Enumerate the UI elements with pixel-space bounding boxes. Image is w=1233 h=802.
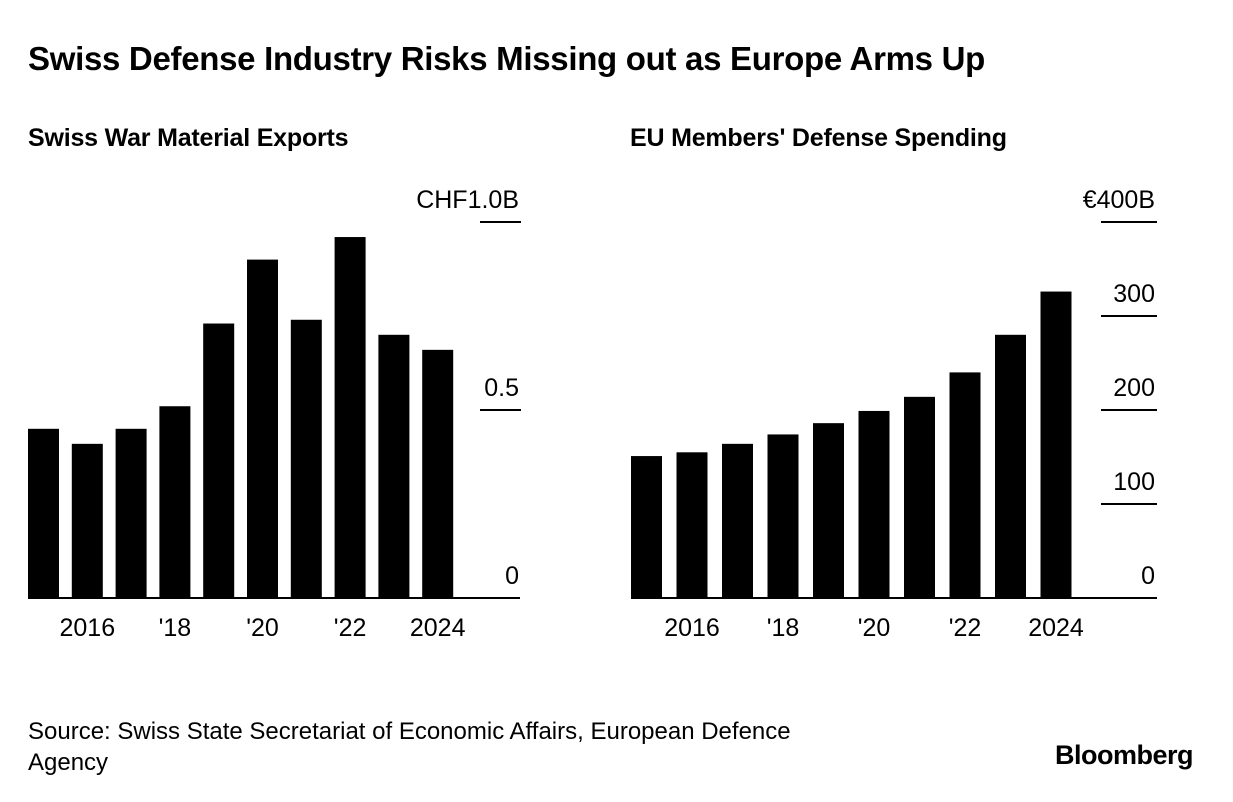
x-tick-label: '18: [159, 614, 192, 642]
bloomberg-logo: Bloomberg: [1054, 740, 1194, 770]
bar-2018: [767, 434, 799, 598]
x-tick-label: 2016: [59, 614, 115, 642]
bar-2015: [631, 456, 662, 598]
eu-spending-chart: 0 100 200 300 €400B 2016 '18 '20 '22 2024: [631, 186, 1157, 642]
bar-2023: [378, 334, 410, 598]
y-tick-label: 0.5: [484, 374, 519, 402]
swiss-exports-chart: 0 0.5 CHF1.0B 2016 '18 '20 '22 2024: [28, 186, 521, 642]
bar-2020: [247, 259, 278, 598]
y-tick-label: 200: [1113, 374, 1155, 402]
chart-title-eu-spending: EU Members' Defense Spending: [630, 124, 1007, 152]
x-tick-label: '20: [858, 614, 891, 642]
chart-title-swiss-exports: Swiss War Material Exports: [28, 124, 349, 152]
x-tick-label: '18: [767, 614, 800, 642]
x-tick-label: 2016: [664, 614, 720, 642]
x-tick-label: '20: [246, 614, 279, 642]
bar-2022: [949, 372, 981, 598]
source-note: Source: Swiss State Secretariat of Econo…: [28, 718, 791, 776]
bar-2018: [159, 406, 191, 598]
bar-2021: [290, 319, 322, 598]
x-tick-label: '22: [334, 614, 367, 642]
y-tick-label: 0: [1141, 562, 1155, 590]
bar-2024: [422, 349, 454, 598]
bar-2022: [334, 237, 366, 599]
y-tick-label: 300: [1113, 280, 1155, 308]
y-tick-label: CHF1.0B: [416, 186, 519, 214]
x-tick-label: 2024: [1028, 614, 1084, 642]
bar-2024: [1040, 291, 1072, 598]
bar-2016: [71, 443, 103, 598]
bar-2016: [676, 452, 708, 598]
y-tick-label: 0: [505, 562, 519, 590]
bar-2019: [203, 323, 235, 598]
bar-2017: [115, 428, 147, 598]
y-tick-label: 100: [1113, 468, 1155, 496]
x-tick-label: 2024: [410, 614, 466, 642]
bar-2020: [858, 410, 890, 598]
page-title: Swiss Defense Industry Risks Missing out…: [28, 40, 985, 77]
x-tick-label: '22: [949, 614, 982, 642]
bar-2023: [995, 334, 1026, 598]
bar-2019: [813, 423, 844, 598]
y-tick-label: €400B: [1083, 186, 1155, 214]
bar-2017: [722, 443, 753, 598]
bar-2015: [28, 428, 59, 598]
bar-2021: [904, 396, 935, 598]
